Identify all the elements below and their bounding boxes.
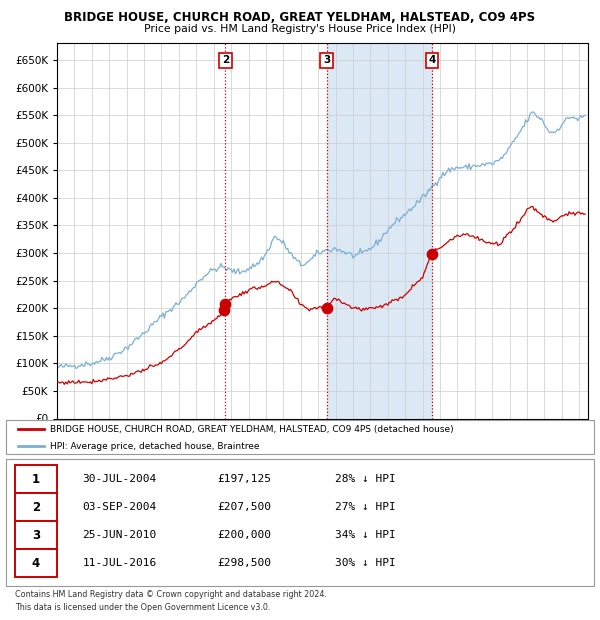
Text: 03-SEP-2004: 03-SEP-2004 (82, 502, 157, 512)
Text: BRIDGE HOUSE, CHURCH ROAD, GREAT YELDHAM, HALSTEAD, CO9 4PS: BRIDGE HOUSE, CHURCH ROAD, GREAT YELDHAM… (64, 11, 536, 24)
Point (219, 305, 229, 315)
Text: £298,500: £298,500 (218, 558, 272, 568)
Text: 30-JUL-2004: 30-JUL-2004 (82, 474, 157, 484)
Text: 3: 3 (32, 529, 40, 541)
Text: 4: 4 (32, 557, 40, 570)
FancyBboxPatch shape (15, 493, 57, 521)
Text: 11-JUL-2016: 11-JUL-2016 (82, 558, 157, 568)
Point (427, 249, 437, 259)
Text: 3: 3 (323, 55, 330, 65)
Text: 25-JUN-2010: 25-JUN-2010 (82, 530, 157, 540)
Text: Contains HM Land Registry data © Crown copyright and database right 2024.: Contains HM Land Registry data © Crown c… (15, 590, 327, 600)
FancyBboxPatch shape (15, 549, 57, 577)
Text: This data is licensed under the Open Government Licence v3.0.: This data is licensed under the Open Gov… (15, 603, 271, 612)
Text: 4: 4 (428, 55, 436, 65)
Text: 1: 1 (32, 472, 40, 485)
FancyBboxPatch shape (15, 521, 57, 549)
Text: 2: 2 (32, 500, 40, 513)
Text: £197,125: £197,125 (218, 474, 272, 484)
Text: £200,000: £200,000 (218, 530, 272, 540)
Text: Price paid vs. HM Land Registry's House Price Index (HPI): Price paid vs. HM Land Registry's House … (144, 24, 456, 33)
Text: 30% ↓ HPI: 30% ↓ HPI (335, 558, 396, 568)
Text: 34% ↓ HPI: 34% ↓ HPI (335, 530, 396, 540)
Text: BRIDGE HOUSE, CHURCH ROAD, GREAT YELDHAM, HALSTEAD, CO9 4PS (detached house): BRIDGE HOUSE, CHURCH ROAD, GREAT YELDHAM… (50, 425, 454, 434)
Text: HPI: Average price, detached house, Braintree: HPI: Average price, detached house, Brai… (50, 442, 260, 451)
Point (221, 299, 230, 309)
FancyBboxPatch shape (15, 465, 57, 493)
Text: 27% ↓ HPI: 27% ↓ HPI (335, 502, 396, 512)
Text: 28% ↓ HPI: 28% ↓ HPI (335, 474, 396, 484)
Bar (326, 43, 432, 418)
Text: £207,500: £207,500 (218, 502, 272, 512)
Text: 2: 2 (222, 55, 229, 65)
Point (322, 303, 331, 313)
